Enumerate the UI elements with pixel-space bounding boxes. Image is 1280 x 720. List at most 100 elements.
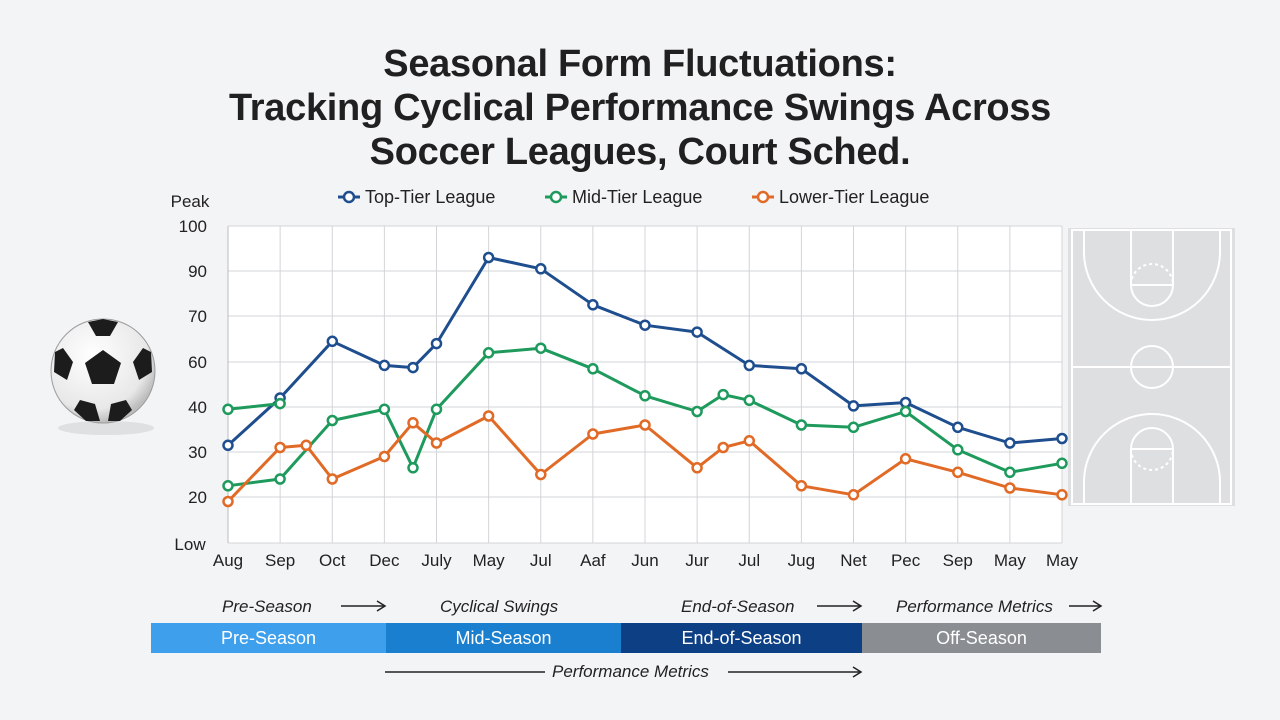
annotation-pre-season: Pre-Season [222,597,312,616]
series-line-segment [227,402,281,411]
data-point [952,421,964,434]
data-point [326,335,339,348]
data-point [717,388,729,401]
x-tick-label: May [1046,551,1079,570]
data-point [535,263,547,275]
x-tick-label: Sep [265,551,295,570]
phase-end-of-season: End-of-Season [621,623,862,653]
data-point [743,435,756,447]
y-tick-label: 90 [188,262,207,281]
title-line-2: Tracking Cyclical Performance Swings Acr… [228,87,1052,129]
y-tick-label: 70 [188,307,207,326]
chart-title: Seasonal Form Fluctuations: Tracking Cyc… [0,42,1280,174]
x-tick-label: May [473,551,506,570]
arrow-icon [728,666,863,678]
data-point [743,359,756,372]
series-line [226,414,1063,503]
basketball-court-icon [1068,228,1235,506]
phase-label: End-of-Season [681,628,802,648]
phase-pre-season: Pre-Season [151,623,386,653]
data-point [1056,457,1068,470]
data-point [795,363,808,375]
arrow-icon [1069,600,1103,612]
y-tick-label: 60 [188,353,207,372]
data-point [717,441,729,454]
data-point [407,462,419,474]
data-point [274,397,286,410]
x-tick-label: Jul [738,551,760,570]
x-tick-label: Dec [369,551,400,570]
series-2 [222,410,1068,508]
data-point [691,405,703,418]
legend-item: Lower-Tier League [752,187,929,207]
data-point [407,361,419,374]
arrow-icon [341,600,387,612]
title-line-1: Seasonal Form Fluctuations: [383,43,897,85]
data-point [300,439,312,452]
title-line-3: Soccer Leagues, Court Sched. [369,131,911,173]
data-point [952,444,964,456]
phase-mid-season: Mid-Season [386,623,621,653]
x-tick-label: Oct [319,551,346,570]
data-point [222,495,234,508]
x-tick-label: July [421,551,452,570]
legend-marker [342,190,356,204]
phase-label: Off-Season [936,628,1027,648]
data-point [1004,466,1016,479]
data-point [899,453,912,465]
x-tick-label: May [994,551,1027,570]
series-lines [222,251,1068,508]
data-point [1004,482,1016,494]
phase-off-season: Off-Season [862,623,1101,653]
data-point [378,450,391,463]
data-point [326,414,339,427]
x-tick-label: Jug [788,551,815,570]
x-tick-label: Aug [213,551,243,570]
data-point [326,473,339,485]
data-point [407,417,419,429]
data-point [795,419,808,431]
x-tick-label: Pec [891,551,921,570]
data-point [587,428,599,440]
data-point [482,347,495,359]
x-tick-label: Sep [943,551,973,570]
data-point [587,299,599,311]
data-point [378,403,391,416]
data-point [535,468,547,481]
data-point [1004,437,1016,449]
y-tick-label: 30 [188,443,207,462]
y-axis-bottom-label: Low [174,535,206,554]
series-line [226,256,1063,447]
data-point [795,480,808,492]
x-tick-label: Aaf [580,551,606,570]
data-point [952,466,964,479]
data-point [222,403,234,416]
arrow-line [385,671,545,673]
data-point [691,326,703,338]
data-point [587,363,599,375]
y-tick-label: 40 [188,398,207,417]
data-point [1056,432,1068,445]
y-tick-label: 20 [188,488,207,507]
data-point [899,405,912,418]
data-point [639,419,651,431]
data-point [430,337,443,350]
data-point [847,421,860,434]
x-tick-label: Net [840,551,867,570]
data-point [691,462,703,474]
data-point [639,390,651,402]
data-point [274,441,286,454]
arrow-icon [817,600,863,612]
legend-label: Mid-Tier League [572,187,702,207]
phase-label: Mid-Season [455,628,552,648]
x-tick-label: Jun [631,551,658,570]
data-point [847,489,860,501]
legend: Top-Tier League Mid-Tier League Lower-Tier… [338,187,929,207]
legend-item: Top-Tier League [338,187,495,207]
data-point [482,410,495,422]
legend-label: Top-Tier League [365,187,495,207]
annotation-performance-metrics: Performance Metrics [896,597,1053,616]
data-point [1056,489,1068,501]
data-point [274,473,286,485]
data-point [378,359,391,372]
